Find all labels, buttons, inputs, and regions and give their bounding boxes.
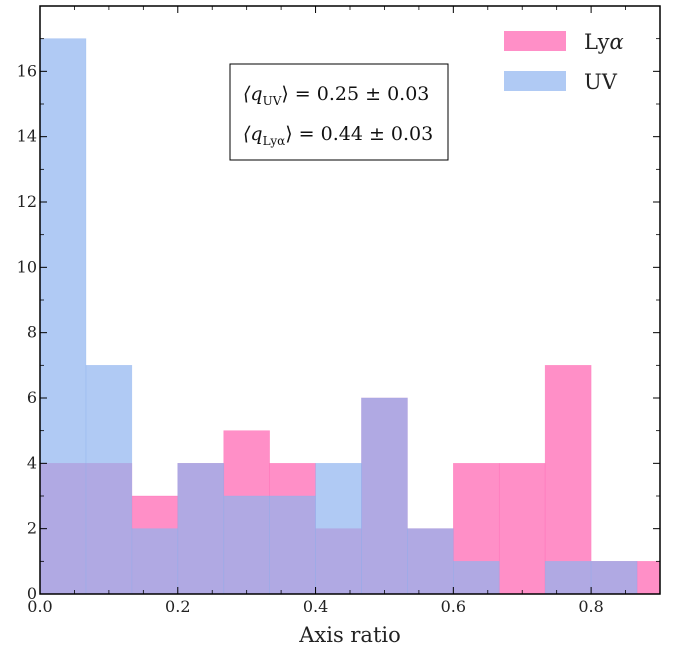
y-tick-label: 6 <box>27 388 37 407</box>
y-tick-label: 10 <box>17 257 37 276</box>
stats-annotation: ⟨qUV⟩ = 0.25 ± 0.03 ⟨qLyα⟩ = 0.44 ± 0.03 <box>229 63 449 161</box>
y-tick-label: 0 <box>27 584 37 603</box>
uv-bar <box>544 561 592 595</box>
legend-label-lya: Lyα <box>584 30 624 54</box>
lya-bar <box>636 561 661 595</box>
uv-bar <box>177 463 225 595</box>
uv-bar <box>407 528 454 595</box>
uv-bar <box>361 397 408 595</box>
legend-swatch-uv <box>504 71 566 91</box>
uv-bar <box>453 561 500 595</box>
y-tick-label: 12 <box>17 192 37 211</box>
uv-bar <box>131 528 179 595</box>
x-tick-label: 0.6 <box>441 597 466 616</box>
uv-bar <box>315 463 362 595</box>
uv-bar <box>85 365 133 595</box>
uv-bars <box>39 38 638 595</box>
lya-bar <box>544 365 592 595</box>
annotation-lya-mean: ⟨qLyα⟩ = 0.44 ± 0.03 <box>243 123 433 148</box>
axis-ticks <box>39 6 660 595</box>
y-tick-label: 2 <box>27 519 37 538</box>
y-tick-label: 14 <box>17 127 37 146</box>
uv-bar <box>269 495 316 595</box>
legend-label-uv: UV <box>584 70 618 94</box>
y-tick-label: 8 <box>27 323 37 342</box>
uv-bar <box>223 495 270 595</box>
x-tick-label: 0.2 <box>165 597 190 616</box>
y-tick-label: 16 <box>17 61 37 80</box>
legend-swatch-lya <box>504 31 566 51</box>
uv-bar <box>39 38 87 595</box>
x-tick-label: 0.4 <box>303 597 328 616</box>
y-tick-label: 4 <box>27 453 37 472</box>
y-tick-labels: 0 2 4 6 8 10 12 14 16 <box>17 61 37 603</box>
annotation-box <box>229 63 449 161</box>
uv-bar <box>590 561 638 595</box>
x-tick-label: 0.0 <box>27 597 52 616</box>
x-tick-label: 0.8 <box>578 597 603 616</box>
lya-bar <box>498 463 546 595</box>
x-tick-labels: 0.0 0.2 0.4 0.6 0.8 <box>27 597 604 616</box>
annotation-uv-mean: ⟨qUV⟩ = 0.25 ± 0.03 <box>243 83 429 108</box>
x-axis-title: Axis ratio <box>298 623 401 647</box>
legend: Lyα UV <box>504 30 624 94</box>
